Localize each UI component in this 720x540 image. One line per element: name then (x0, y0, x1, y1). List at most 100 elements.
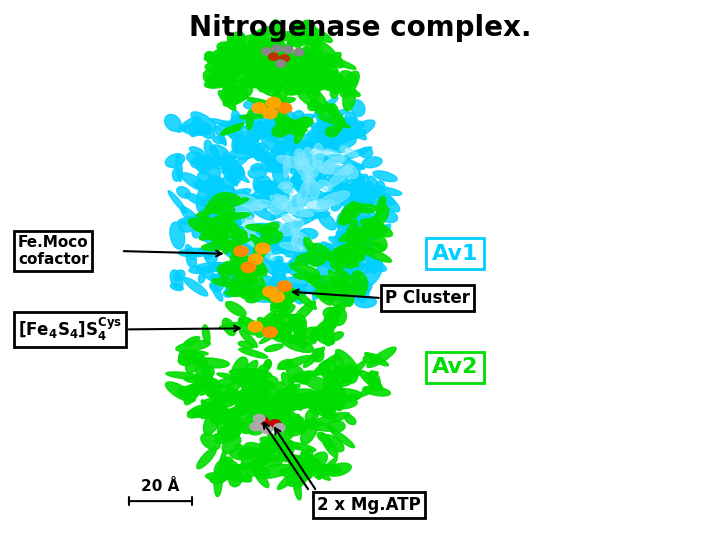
Ellipse shape (204, 243, 218, 264)
Ellipse shape (279, 468, 312, 480)
Ellipse shape (285, 199, 302, 213)
Ellipse shape (321, 388, 332, 400)
Ellipse shape (339, 164, 364, 171)
Ellipse shape (325, 56, 356, 69)
Ellipse shape (303, 147, 316, 171)
Ellipse shape (294, 46, 307, 64)
Ellipse shape (254, 38, 269, 62)
Ellipse shape (323, 307, 338, 319)
Circle shape (261, 47, 272, 56)
Ellipse shape (218, 273, 232, 281)
Ellipse shape (270, 186, 293, 206)
Ellipse shape (343, 212, 359, 229)
Ellipse shape (251, 395, 266, 422)
Ellipse shape (266, 400, 281, 416)
Ellipse shape (299, 188, 314, 201)
Ellipse shape (344, 224, 369, 233)
Ellipse shape (220, 193, 240, 200)
Ellipse shape (176, 187, 190, 198)
Ellipse shape (294, 149, 310, 176)
Ellipse shape (199, 164, 208, 174)
Ellipse shape (213, 228, 228, 248)
Ellipse shape (275, 412, 295, 424)
Ellipse shape (186, 152, 203, 164)
Ellipse shape (266, 393, 294, 402)
Ellipse shape (283, 71, 309, 87)
Ellipse shape (307, 35, 323, 49)
Ellipse shape (348, 249, 366, 267)
Ellipse shape (214, 60, 228, 79)
Ellipse shape (271, 75, 295, 94)
Ellipse shape (277, 97, 295, 104)
Ellipse shape (274, 405, 287, 422)
Ellipse shape (201, 377, 217, 390)
Ellipse shape (229, 471, 243, 487)
Ellipse shape (276, 156, 310, 169)
Ellipse shape (211, 239, 225, 251)
Ellipse shape (308, 46, 322, 56)
Ellipse shape (284, 57, 301, 73)
Ellipse shape (238, 316, 259, 335)
Ellipse shape (312, 125, 329, 134)
Ellipse shape (336, 258, 354, 273)
Ellipse shape (308, 27, 333, 42)
Ellipse shape (305, 178, 319, 198)
Ellipse shape (228, 422, 246, 441)
Ellipse shape (336, 119, 343, 132)
Ellipse shape (189, 118, 202, 137)
Ellipse shape (261, 184, 270, 210)
Ellipse shape (292, 21, 303, 40)
Ellipse shape (330, 374, 352, 386)
Ellipse shape (210, 213, 243, 230)
Ellipse shape (230, 54, 266, 64)
Ellipse shape (253, 130, 273, 139)
Ellipse shape (303, 390, 336, 401)
Ellipse shape (316, 113, 330, 133)
Ellipse shape (245, 60, 267, 76)
Circle shape (268, 52, 279, 61)
Ellipse shape (336, 231, 348, 241)
Ellipse shape (270, 256, 283, 267)
Ellipse shape (272, 124, 290, 137)
Ellipse shape (213, 226, 228, 243)
Ellipse shape (259, 444, 280, 451)
Ellipse shape (277, 143, 309, 158)
Ellipse shape (222, 208, 231, 221)
Ellipse shape (215, 126, 226, 145)
Ellipse shape (287, 466, 313, 486)
Ellipse shape (328, 270, 344, 292)
Ellipse shape (228, 211, 244, 229)
Ellipse shape (225, 244, 243, 257)
Ellipse shape (230, 259, 244, 269)
Ellipse shape (337, 239, 355, 259)
Text: P Cluster: P Cluster (385, 289, 470, 307)
Ellipse shape (366, 347, 396, 368)
Ellipse shape (284, 127, 297, 148)
Ellipse shape (320, 253, 350, 263)
Ellipse shape (256, 405, 279, 414)
Ellipse shape (325, 320, 335, 334)
Ellipse shape (240, 71, 261, 89)
Ellipse shape (290, 459, 322, 469)
Ellipse shape (224, 186, 235, 212)
Ellipse shape (166, 382, 195, 402)
Ellipse shape (266, 451, 288, 461)
Ellipse shape (292, 67, 315, 80)
Ellipse shape (276, 402, 302, 415)
Ellipse shape (282, 72, 302, 82)
Ellipse shape (229, 273, 254, 295)
Ellipse shape (194, 156, 210, 167)
Ellipse shape (207, 224, 225, 235)
Ellipse shape (342, 360, 366, 383)
Ellipse shape (284, 31, 302, 52)
Ellipse shape (304, 238, 317, 257)
Ellipse shape (285, 334, 296, 343)
Ellipse shape (254, 241, 275, 263)
Ellipse shape (233, 271, 256, 279)
Ellipse shape (301, 244, 318, 251)
Ellipse shape (261, 401, 271, 423)
Ellipse shape (224, 218, 234, 233)
Ellipse shape (271, 233, 284, 247)
Ellipse shape (293, 273, 320, 280)
Ellipse shape (253, 42, 275, 50)
